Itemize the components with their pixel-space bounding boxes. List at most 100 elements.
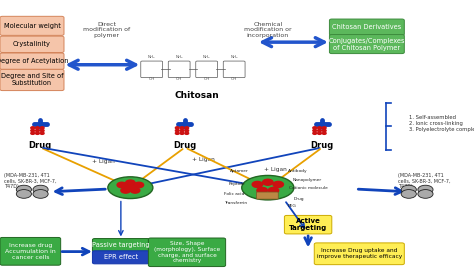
Text: Direct
modification of
polymer: Direct modification of polymer <box>83 21 130 38</box>
Text: NH₂: NH₂ <box>203 55 210 59</box>
Circle shape <box>185 127 189 129</box>
Text: Crystalinity: Crystalinity <box>13 41 51 47</box>
Text: Chemical
modification or
incorporation: Chemical modification or incorporation <box>244 21 292 38</box>
Text: Drug: Drug <box>173 141 197 150</box>
Text: Antibody: Antibody <box>288 169 308 173</box>
Text: Drug: Drug <box>293 197 304 200</box>
Text: OH: OH <box>148 77 155 81</box>
Circle shape <box>180 127 184 129</box>
Circle shape <box>31 129 35 132</box>
Circle shape <box>40 129 44 132</box>
Circle shape <box>16 190 31 198</box>
Ellipse shape <box>108 177 153 199</box>
Circle shape <box>126 180 135 186</box>
Text: OH: OH <box>231 77 237 81</box>
FancyBboxPatch shape <box>256 192 278 199</box>
Text: PEG: PEG <box>287 204 296 208</box>
Text: Folic acid: Folic acid <box>224 193 244 196</box>
Circle shape <box>273 181 283 187</box>
Text: + Ligan: + Ligan <box>92 159 115 164</box>
Circle shape <box>313 129 317 132</box>
FancyBboxPatch shape <box>329 35 404 54</box>
Circle shape <box>16 185 31 194</box>
Text: Chitosan Derivatives: Chitosan Derivatives <box>332 24 401 30</box>
Text: Cationic molecule: Cationic molecule <box>289 186 328 190</box>
Circle shape <box>117 182 127 188</box>
Text: Chitosan: Chitosan <box>174 91 219 100</box>
Circle shape <box>180 132 184 134</box>
FancyBboxPatch shape <box>314 243 404 265</box>
Circle shape <box>31 132 35 134</box>
Text: Transferrin: Transferrin <box>224 202 246 205</box>
Circle shape <box>36 129 39 132</box>
Circle shape <box>401 190 416 198</box>
Circle shape <box>313 132 317 134</box>
Text: Peptide: Peptide <box>228 182 246 186</box>
FancyBboxPatch shape <box>0 53 64 69</box>
Text: NH₂: NH₂ <box>148 55 155 59</box>
Circle shape <box>175 132 179 134</box>
Circle shape <box>185 132 189 134</box>
Circle shape <box>322 127 326 129</box>
Text: NH₂: NH₂ <box>175 55 183 59</box>
Text: Drug: Drug <box>28 141 52 150</box>
Circle shape <box>263 179 273 185</box>
FancyBboxPatch shape <box>0 36 64 52</box>
Circle shape <box>175 129 179 132</box>
Text: Degree of Acetylation: Degree of Acetylation <box>0 58 68 64</box>
Text: NH₂: NH₂ <box>230 55 238 59</box>
Text: Aptamer: Aptamer <box>230 169 249 173</box>
Circle shape <box>318 127 321 129</box>
Circle shape <box>318 132 321 134</box>
FancyBboxPatch shape <box>0 16 64 35</box>
FancyBboxPatch shape <box>92 239 149 252</box>
Circle shape <box>36 132 39 134</box>
Circle shape <box>31 127 35 129</box>
Text: 1. Self-assembled
2. Ionic cross-linking
3. Polyelectrolyte complexes: 1. Self-assembled 2. Ionic cross-linking… <box>409 115 474 132</box>
Circle shape <box>257 187 267 193</box>
Text: Increase drug
Accumulation in
cancer cells: Increase drug Accumulation in cancer cel… <box>5 243 56 260</box>
Circle shape <box>130 188 140 193</box>
Text: (MDA-MB-231, 4T1
cells, SK-BR-3, MCF-7,
T47D): (MDA-MB-231, 4T1 cells, SK-BR-3, MCF-7, … <box>4 172 56 189</box>
Circle shape <box>313 127 317 129</box>
Text: Passive targeting: Passive targeting <box>92 242 150 248</box>
Circle shape <box>322 129 326 132</box>
Text: Molecular weight: Molecular weight <box>4 23 60 29</box>
Text: + Ligan: + Ligan <box>192 157 215 162</box>
FancyBboxPatch shape <box>284 215 332 234</box>
Text: Drug: Drug <box>310 141 334 150</box>
Text: (MDA-MB-231, 4T1
cells, SK-BR-3, MCF-7,
T47D): (MDA-MB-231, 4T1 cells, SK-BR-3, MCF-7, … <box>398 172 451 189</box>
Text: Active
Targeting: Active Targeting <box>289 218 327 231</box>
Circle shape <box>252 181 263 187</box>
Circle shape <box>401 185 416 194</box>
Circle shape <box>40 132 44 134</box>
Circle shape <box>121 188 130 193</box>
Circle shape <box>40 127 44 129</box>
FancyBboxPatch shape <box>92 251 149 264</box>
Circle shape <box>185 129 189 132</box>
Text: Degree and Site of
Substitution: Degree and Site of Substitution <box>1 73 63 86</box>
Circle shape <box>418 190 433 198</box>
Text: EPR effect: EPR effect <box>104 254 138 260</box>
Circle shape <box>318 129 321 132</box>
Text: Increase Drug uptake and
improve therapeutic efficacy: Increase Drug uptake and improve therape… <box>317 248 402 259</box>
Circle shape <box>268 187 279 193</box>
Circle shape <box>36 127 39 129</box>
Circle shape <box>126 185 135 190</box>
Circle shape <box>322 132 326 134</box>
FancyBboxPatch shape <box>148 238 226 267</box>
FancyBboxPatch shape <box>0 69 64 91</box>
Text: OH: OH <box>176 77 182 81</box>
FancyBboxPatch shape <box>329 19 404 35</box>
Circle shape <box>418 185 433 194</box>
FancyBboxPatch shape <box>0 237 61 265</box>
Text: OH: OH <box>203 77 210 81</box>
Circle shape <box>134 182 144 188</box>
Circle shape <box>33 190 48 198</box>
Circle shape <box>180 129 184 132</box>
Circle shape <box>175 127 179 129</box>
Circle shape <box>33 185 48 194</box>
Text: Conjugates/Complexes
of Chitosan Polymer: Conjugates/Complexes of Chitosan Polymer <box>328 38 405 51</box>
Text: Nanopolymer: Nanopolymer <box>292 178 322 181</box>
Text: + Ligan: + Ligan <box>264 168 287 172</box>
